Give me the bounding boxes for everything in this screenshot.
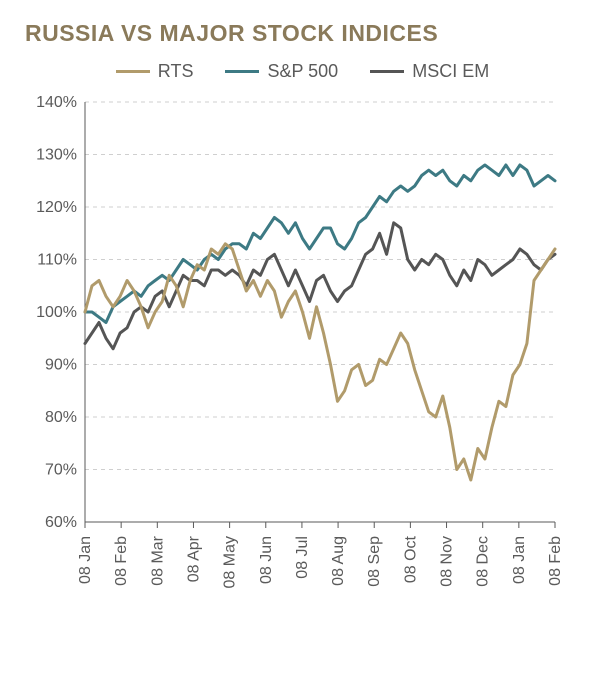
- y-tick-label: 110%: [37, 252, 77, 269]
- x-tick-label: 08 Nov: [439, 536, 456, 587]
- legend: RTS S&P 500 MSCI EM: [25, 61, 580, 82]
- y-tick-label: 100%: [36, 304, 77, 321]
- legend-swatch-sp500: [225, 70, 259, 73]
- legend-label-sp500: S&P 500: [267, 61, 338, 82]
- y-tick-label: 60%: [45, 514, 77, 531]
- legend-item-sp500: S&P 500: [225, 61, 338, 82]
- x-tick-label: 08 Feb: [113, 536, 130, 586]
- x-tick-label: 08 Sep: [366, 536, 383, 587]
- x-tick-label: 08 Jul: [294, 536, 311, 579]
- legend-item-msciem: MSCI EM: [370, 61, 489, 82]
- chart-container: RUSSIA VS MAJOR STOCK INDICES RTS S&P 50…: [0, 0, 600, 677]
- series-msciem: [85, 223, 555, 349]
- y-tick-label: 90%: [45, 357, 77, 374]
- y-tick-label: 70%: [45, 462, 77, 479]
- legend-label-msciem: MSCI EM: [412, 61, 489, 82]
- x-tick-label: 08 Jan: [511, 536, 528, 584]
- x-tick-label: 08 Oct: [402, 535, 419, 583]
- y-tick-label: 120%: [36, 199, 77, 216]
- legend-label-rts: RTS: [158, 61, 194, 82]
- y-tick-label: 130%: [36, 147, 77, 164]
- x-tick-label: 08 Apr: [185, 535, 202, 582]
- x-tick-label: 08 May: [222, 536, 239, 588]
- chart-plot: 60% 70% 80% 90% 100% 110% 120% 130% 140% 08 Jan 08…: [25, 92, 565, 632]
- legend-item-rts: RTS: [116, 61, 194, 82]
- x-tick-label: 08 Jan: [77, 536, 94, 584]
- x-tick-label: 08 Mar: [149, 535, 166, 585]
- legend-swatch-msciem: [370, 70, 404, 73]
- legend-swatch-rts: [116, 70, 150, 73]
- y-tick-label: 140%: [36, 94, 77, 111]
- y-tick-label: 80%: [45, 409, 77, 426]
- chart-title: RUSSIA VS MAJOR STOCK INDICES: [25, 20, 580, 47]
- chart-svg: 60% 70% 80% 90% 100% 110% 120% 130% 140% 08 Jan 08…: [25, 92, 565, 632]
- x-tick-label: 08 Aug: [330, 536, 347, 586]
- x-tick-label: 08 Dec: [475, 536, 492, 587]
- x-tick-label: 08 Jun: [258, 536, 275, 584]
- x-tick-label: 08 Feb: [547, 536, 564, 586]
